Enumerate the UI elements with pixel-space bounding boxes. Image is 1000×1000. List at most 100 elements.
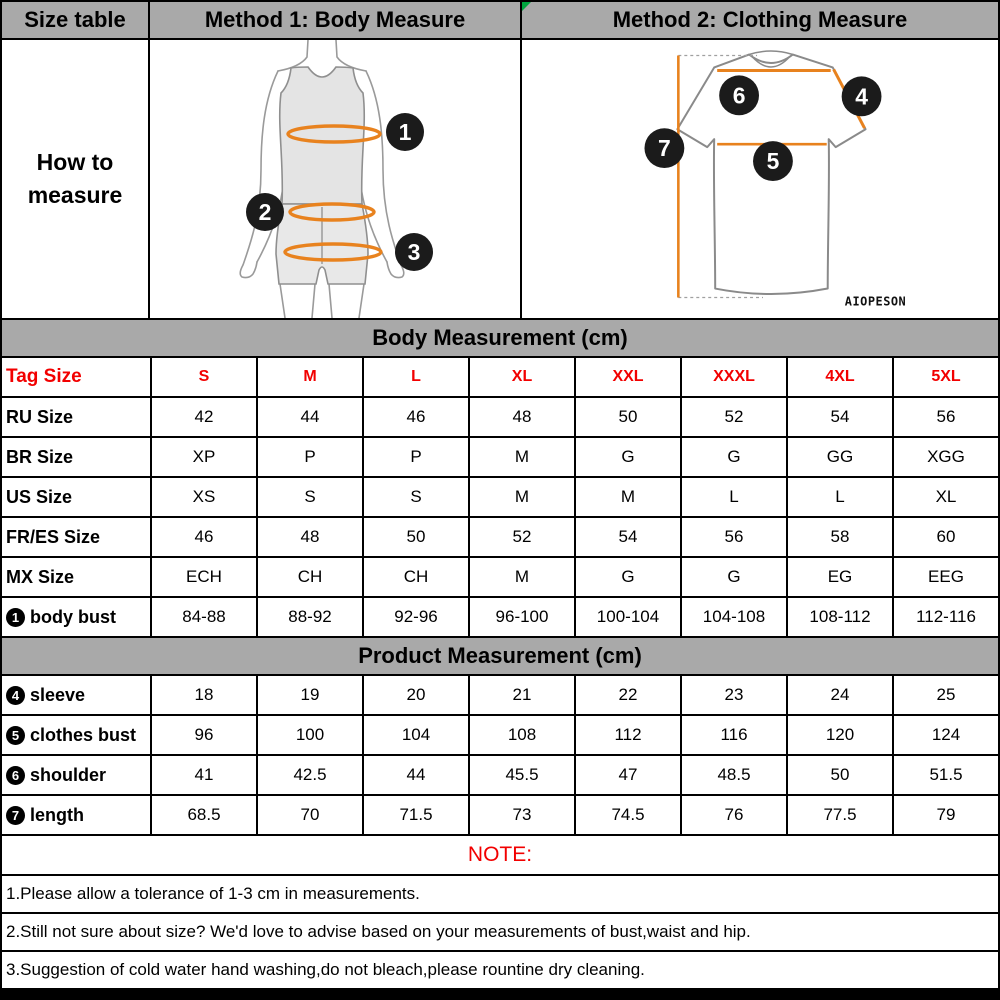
marker-7: 7	[644, 128, 685, 169]
table-cell: EG	[786, 558, 892, 596]
svg-text:3: 3	[408, 239, 421, 265]
size-column-header: XXL	[574, 358, 680, 396]
table-row: RU Size 42 44 46 48 50 52 54 56	[2, 398, 998, 438]
bottom-bar	[2, 990, 998, 998]
table-cell: 100-104	[574, 598, 680, 636]
row-label-text: sleeve	[30, 684, 86, 705]
table-cell: G	[574, 438, 680, 476]
table-cell: S	[256, 478, 362, 516]
table-cell: EEG	[892, 558, 998, 596]
table-cell: 92-96	[362, 598, 468, 636]
size-column-header: XXXL	[680, 358, 786, 396]
table-cell: 54	[574, 518, 680, 556]
body-measure-panel: 1 2 3	[150, 40, 522, 318]
table-cell: 60	[892, 518, 998, 556]
size-table-header: Size table	[2, 2, 150, 38]
table-cell: 68.5	[150, 796, 256, 834]
table-row: BR Size XP P P M G G GG XGG	[2, 438, 998, 478]
table-cell: 108-112	[786, 598, 892, 636]
table-cell: 25	[892, 676, 998, 714]
table-cell: 73	[468, 796, 574, 834]
table-cell: 96-100	[468, 598, 574, 636]
marker-1: 1	[386, 113, 424, 151]
table-cell: 47	[574, 756, 680, 794]
table-cell: 104-108	[680, 598, 786, 636]
how-to-measure-label: How to measure	[2, 40, 150, 318]
table-row: 7 length 68.5 70 71.5 73 74.5 76 77.5 79	[2, 796, 998, 836]
table-cell: 20	[362, 676, 468, 714]
row-label: BR Size	[2, 438, 150, 476]
table-cell: 24	[786, 676, 892, 714]
svg-text:2: 2	[259, 199, 272, 225]
table-cell: 96	[150, 716, 256, 754]
marker-6: 6	[719, 75, 760, 116]
table-cell: 46	[362, 398, 468, 436]
row-label: US Size	[2, 478, 150, 516]
table-cell: XS	[150, 478, 256, 516]
table-cell: 48.5	[680, 756, 786, 794]
row-label: RU Size	[2, 398, 150, 436]
size-column-header: XL	[468, 358, 574, 396]
note-item: 3.Suggestion of cold water hand washing,…	[2, 952, 998, 990]
row-label: 7 length	[2, 796, 150, 834]
table-cell: 42.5	[256, 756, 362, 794]
row-label: 1 body bust	[2, 598, 150, 636]
row-label-text: shoulder	[30, 764, 107, 785]
table-row: 1 body bust 84-88 88-92 92-96 96-100 100-104…	[2, 598, 998, 638]
table-cell: 71.5	[362, 796, 468, 834]
table-cell: 112-116	[892, 598, 998, 636]
product-measurement-title: Product Measurement (cm)	[2, 638, 998, 676]
marker-badge: 7	[6, 805, 25, 825]
svg-text:5: 5	[767, 148, 780, 174]
table-cell: 112	[574, 716, 680, 754]
note-item: 1.Please allow a tolerance of 1-3 cm in …	[2, 876, 998, 914]
row-label-text: BR Size	[6, 446, 74, 467]
table-cell: 120	[786, 716, 892, 754]
row-label-text: length	[30, 804, 84, 825]
size-column-header: 5XL	[892, 358, 998, 396]
table-cell: 58	[786, 518, 892, 556]
table-cell: 74.5	[574, 796, 680, 834]
clothing-measure-panel: 6 4 5 7 AIOPESON	[522, 40, 998, 318]
table-cell: 41	[150, 756, 256, 794]
table-cell: 76	[680, 796, 786, 834]
table-cell: P	[362, 438, 468, 476]
table-cell: 50	[574, 398, 680, 436]
table-cell: 108	[468, 716, 574, 754]
svg-text:4: 4	[855, 83, 868, 109]
table-cell: 51.5	[892, 756, 998, 794]
svg-text:6: 6	[733, 82, 746, 108]
table-cell: CH	[256, 558, 362, 596]
table-cell: 44	[362, 756, 468, 794]
tank-top-shape	[278, 66, 366, 205]
table-cell: 46	[150, 518, 256, 556]
table-cell: 48	[468, 398, 574, 436]
table-cell: S	[362, 478, 468, 516]
table-cell: G	[680, 438, 786, 476]
table-cell: 88-92	[256, 598, 362, 636]
table-cell: 22	[574, 676, 680, 714]
tshirt-illustration: 6 4 5 7 AIOPESON	[644, 50, 906, 308]
green-corner-marker	[522, 2, 531, 11]
measure-bands	[283, 124, 383, 262]
table-cell: 52	[680, 398, 786, 436]
row-label-text: MX Size	[6, 566, 75, 587]
table-cell: 45.5	[468, 756, 574, 794]
table-cell: 124	[892, 716, 998, 754]
header-row: Size table Method 1: Body Measure Method…	[2, 2, 998, 40]
note-title: NOTE:	[2, 836, 998, 876]
marker-5: 5	[753, 141, 793, 181]
table-cell: M	[574, 478, 680, 516]
table-cell: 54	[786, 398, 892, 436]
table-cell: 50	[362, 518, 468, 556]
table-cell: M	[468, 438, 574, 476]
table-cell: M	[468, 478, 574, 516]
table-cell: 56	[892, 398, 998, 436]
table-row: 5 clothes bust 96 100 104 108 112 116 120 124	[2, 716, 998, 756]
table-cell: 116	[680, 716, 786, 754]
marker-badge: 5	[6, 725, 25, 745]
body-measurement-title: Body Measurement (cm)	[2, 320, 998, 358]
tag-size-row: Tag Size S M L XL XXL XXXL 4XL 5XL	[2, 358, 998, 398]
size-column-header: L	[362, 358, 468, 396]
row-label: MX Size	[2, 558, 150, 596]
